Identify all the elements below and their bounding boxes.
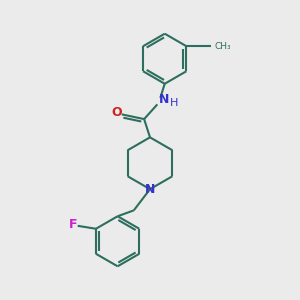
Text: F: F xyxy=(69,218,77,231)
Text: H: H xyxy=(170,98,178,108)
Text: N: N xyxy=(145,183,155,196)
Text: O: O xyxy=(111,106,122,119)
Text: N: N xyxy=(159,93,169,106)
Text: CH₃: CH₃ xyxy=(214,42,231,51)
